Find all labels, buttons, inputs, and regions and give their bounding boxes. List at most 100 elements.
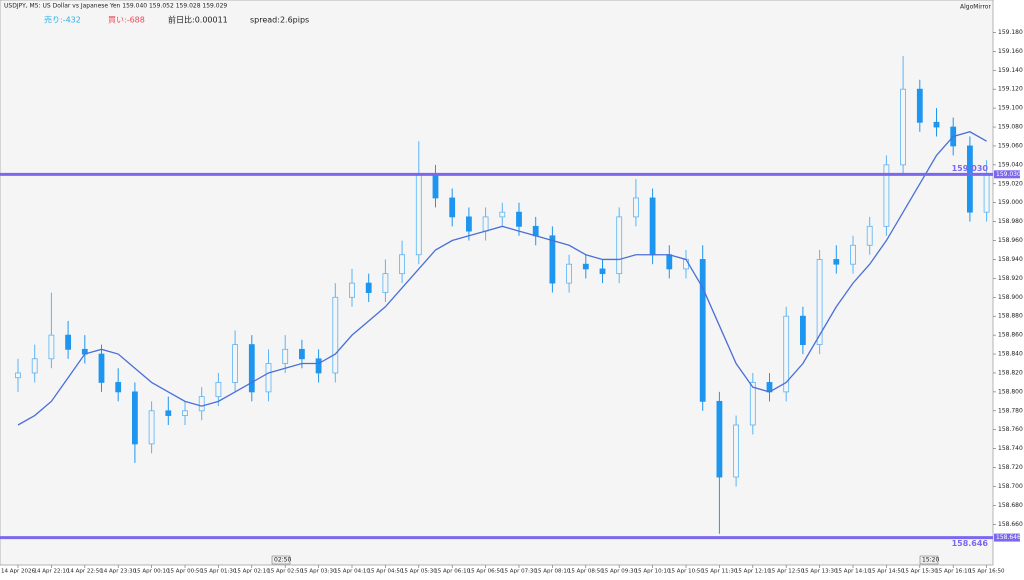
candle-body (382, 273, 389, 293)
separator-box (919, 555, 939, 565)
buy-text: 買い:-688 (108, 16, 145, 25)
candle-body (749, 382, 756, 426)
y-tick-label: 158.660 (998, 521, 1023, 528)
x-tick-label: 15 Apr 10:50 (668, 569, 704, 575)
y-tick-label: 158.940 (998, 256, 1023, 263)
candle-body (699, 259, 706, 402)
candle-body (115, 382, 122, 393)
candle-body (599, 268, 606, 275)
candle-body (683, 259, 689, 270)
x-tick-label: 15 Apr 12:50 (768, 569, 804, 575)
y-tick-label: 158.800 (998, 388, 1023, 395)
candle-body (566, 263, 572, 284)
candle-body (432, 173, 439, 199)
x-tick-label: 15 Apr 13:30 (802, 569, 838, 575)
candle-body (232, 344, 239, 383)
y-tick-label: 158.780 (998, 407, 1023, 414)
y-tick-label: 159.040 (998, 161, 1023, 168)
candle-body (399, 254, 406, 275)
level-price-box (994, 170, 1020, 179)
x-tick-label: 14 Apr 23:30 (100, 569, 136, 575)
candle-body (31, 358, 38, 374)
candle-body (933, 121, 940, 128)
candle-body (65, 334, 71, 350)
chart-title: USDJPY, M5: US Dollar vs Japanese Yen 15… (4, 3, 227, 10)
candle-body (131, 391, 138, 445)
candle-body (182, 410, 188, 416)
x-tick-label: 14 Apr 22:10 (33, 569, 69, 575)
x-tick-label: 15 Apr 02:10 (234, 569, 270, 575)
candle-body (215, 382, 222, 398)
candle-body (499, 211, 506, 218)
sell-text: 売り:-432 (44, 15, 81, 25)
x-tick-label: 15 Apr 07:30 (501, 569, 537, 575)
change-text: 前日比:0.00011 (168, 15, 228, 25)
candle-body (850, 244, 856, 265)
candle-body (298, 348, 305, 360)
candle-body (365, 282, 372, 293)
y-tick-label: 158.740 (998, 445, 1023, 452)
candle-body (516, 211, 522, 227)
candle-body (449, 197, 456, 218)
x-tick-label: 14 Apr 22:50 (67, 569, 103, 575)
candle-body (332, 296, 339, 374)
y-tick-label: 159.140 (998, 67, 1023, 74)
y-tick-label: 159.000 (998, 199, 1023, 206)
x-tick-label: 15 Apr 06:10 (434, 569, 470, 575)
x-tick-label: 15 Apr 00:10 (134, 569, 170, 575)
x-tick-label: 15 Apr 04:10 (334, 569, 370, 575)
candle-body (616, 216, 623, 275)
x-tick-label: 15 Apr 14:10 (835, 569, 871, 575)
candle-body (967, 145, 973, 213)
y-tick-label: 158.700 (998, 483, 1023, 490)
candle-body (883, 164, 890, 227)
level-price-label: 159.030 (996, 171, 1021, 178)
x-tick-label: 15 Apr 00:50 (167, 569, 203, 575)
x-tick-label: 15 Apr 02:50 (267, 569, 303, 575)
candle-body (900, 88, 906, 166)
candle-body (15, 372, 21, 379)
x-tick-label: 15 Apr 09:30 (601, 569, 637, 575)
x-tick-label: 15 Apr 03:30 (301, 569, 337, 575)
y-tick-label: 159.080 (998, 124, 1023, 131)
candle-body (315, 358, 322, 374)
candle-body (165, 410, 172, 416)
candle-body (549, 235, 556, 284)
candle-body (465, 216, 472, 232)
x-tick-label: 14 Apr 2026 (1, 569, 36, 575)
candle-body (633, 197, 639, 218)
candle-body (866, 225, 873, 246)
y-tick-label: 158.900 (998, 294, 1023, 301)
y-tick-label: 159.100 (998, 105, 1023, 112)
candle-body (833, 259, 840, 265)
y-tick-label: 159.060 (998, 142, 1023, 149)
level-label: 159.030 (952, 164, 989, 173)
y-tick-label: 159.020 (998, 180, 1023, 187)
candle-body (666, 254, 673, 270)
brand: AlgoMirror (960, 4, 991, 11)
candle-body (282, 348, 289, 364)
y-tick-label: 159.160 (998, 48, 1023, 55)
x-tick-label: 15 Apr 16:50 (969, 569, 1005, 575)
x-tick-label: 15 Apr 14:50 (868, 569, 904, 575)
level-label: 158.646 (952, 539, 989, 548)
candle-body (98, 353, 105, 383)
y-tick-label: 158.760 (998, 426, 1023, 433)
x-tick-label: 15 Apr 12:10 (735, 569, 771, 575)
candle-body (783, 315, 790, 393)
y-tick-label: 158.820 (998, 369, 1023, 376)
x-tick-label: 15 Apr 10:10 (635, 569, 671, 575)
x-tick-label: 15 Apr 01:30 (200, 569, 236, 575)
y-tick-label: 158.680 (998, 502, 1023, 509)
candle-body (649, 197, 656, 256)
candle-body (800, 315, 806, 345)
y-tick-label: 159.120 (998, 86, 1023, 93)
y-tick-label: 158.980 (998, 218, 1023, 225)
spread-text: spread:2.6pips (250, 16, 309, 25)
candle-body (733, 424, 739, 478)
x-tick-label: 15 Apr 05:30 (401, 569, 437, 575)
candle-body (816, 259, 823, 345)
candle-body (48, 334, 55, 360)
